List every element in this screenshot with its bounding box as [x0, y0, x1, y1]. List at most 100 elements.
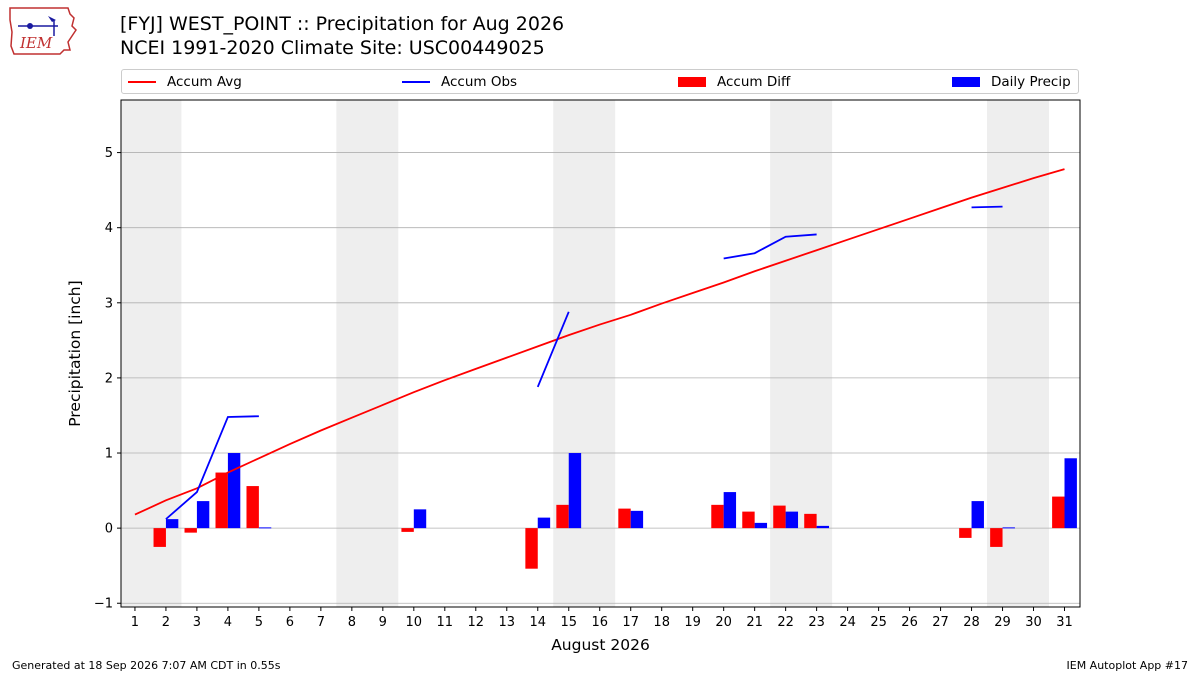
x-tick-label: 25	[870, 615, 887, 630]
logo-text: IEM	[19, 34, 53, 52]
x-tick-label: 4	[224, 615, 232, 630]
legend-item-accum-obs: Accum Obs	[402, 73, 517, 91]
y-tick-label: −1	[94, 597, 113, 612]
x-tick-label: 1	[131, 615, 139, 630]
diff-bar-2	[153, 528, 166, 547]
x-tick-label: 10	[406, 615, 423, 630]
legend-swatch-accum-avg	[128, 81, 156, 83]
accum-obs-line-1	[165, 415, 259, 520]
diff-bar-23	[804, 513, 817, 529]
x-tick-label: 17	[622, 615, 639, 630]
x-tick-label: 23	[808, 615, 825, 630]
x-tick-label: 30	[1025, 615, 1042, 630]
weekend-shade-15	[553, 100, 616, 607]
legend-swatch-accum-obs	[402, 81, 430, 83]
x-tick-label: 7	[317, 615, 325, 630]
x-tick-label: 18	[653, 615, 670, 630]
daily-bar-10	[413, 509, 427, 529]
diff-bar-29	[990, 528, 1003, 547]
iowa-outline-icon	[9, 7, 77, 55]
daily-bar-29	[1002, 527, 1015, 529]
x-tick-label: 13	[498, 615, 515, 630]
x-tick-label: 24	[839, 615, 856, 630]
x-tick-label: 26	[901, 615, 918, 630]
x-tick-label: 27	[932, 615, 949, 630]
daily-bar-22	[785, 511, 799, 529]
x-tick-label: 2	[162, 615, 170, 630]
x-tick-label: 3	[193, 615, 201, 630]
legend-swatch-daily-precip	[952, 77, 980, 87]
x-tick-label: 6	[286, 615, 294, 630]
diff-bar-14	[525, 528, 538, 569]
iem-logo: IEM	[9, 7, 77, 55]
diff-bar-22	[773, 505, 786, 529]
accum-obs-line-2	[536, 311, 570, 388]
weekend-shade-1	[121, 100, 182, 607]
chart-title: [FYJ] WEST_POINT :: Precipitation for Au…	[120, 13, 565, 35]
weekend-shade-8	[336, 100, 399, 607]
y-tick-label: 0	[105, 522, 113, 537]
daily-bar-14	[537, 517, 551, 529]
y-tick-label: 2	[105, 371, 113, 386]
x-axis-label: August 2026	[551, 636, 650, 654]
x-tick-label: 11	[437, 615, 454, 630]
y-tick-label: 1	[105, 447, 113, 462]
y-axis-label: Precipitation [inch]	[66, 280, 84, 426]
x-tick-label: 15	[560, 615, 577, 630]
diff-bar-5	[246, 486, 259, 529]
daily-bar-31	[1064, 458, 1077, 529]
y-tick-label: 4	[105, 221, 113, 236]
daily-bar-28	[971, 501, 984, 529]
legend-item-accum-avg: Accum Avg	[128, 73, 242, 91]
weekend-shade-29	[987, 100, 1050, 607]
diff-bar-21	[742, 511, 755, 529]
x-tick-label: 20	[715, 615, 732, 630]
daily-bar-4	[227, 453, 241, 529]
x-tick-label: 22	[777, 615, 794, 630]
accum-obs-line-3	[723, 233, 817, 260]
x-tick-label: 21	[746, 615, 763, 630]
daily-bar-3	[196, 501, 210, 529]
chart-legend: Accum Avg Accum Obs Accum Diff Daily Pre…	[121, 69, 1079, 94]
x-tick-label: 19	[684, 615, 701, 630]
x-tick-label: 8	[348, 615, 356, 630]
daily-bar-5	[258, 527, 272, 529]
x-tick-label: 29	[994, 615, 1011, 630]
y-tick-label: 5	[105, 146, 113, 161]
legend-swatch-accum-diff	[678, 77, 706, 87]
accum-obs-line-4	[971, 205, 1003, 209]
legend-label-daily-precip: Daily Precip	[991, 74, 1071, 90]
y-tick-label: 3	[105, 296, 113, 311]
diff-bar-17	[618, 508, 631, 529]
diff-bar-31	[1052, 496, 1065, 529]
diff-bar-20	[711, 504, 724, 529]
app-credit: IEM Autoplot App #17	[1066, 659, 1189, 672]
x-tick-label: 9	[379, 615, 387, 630]
x-tick-label: 28	[963, 615, 980, 630]
legend-item-accum-diff: Accum Diff	[678, 73, 790, 91]
x-tick-label: 12	[468, 615, 485, 630]
plot-frame	[120, 99, 1081, 608]
daily-bar-21	[754, 522, 768, 529]
diff-bar-4	[215, 472, 228, 529]
legend-label-accum-diff: Accum Diff	[717, 74, 791, 90]
daily-bar-2	[165, 519, 179, 529]
x-tick-label: 5	[255, 615, 263, 630]
accum-avg-line	[134, 168, 1065, 516]
legend-label-accum-obs: Accum Obs	[441, 74, 518, 90]
legend-item-daily-precip: Daily Precip	[952, 73, 1071, 91]
daily-bar-15	[568, 453, 582, 529]
chart-subtitle: NCEI 1991-2020 Climate Site: USC00449025	[120, 37, 545, 59]
weekend-shade-22	[770, 100, 833, 607]
diff-bar-28	[959, 528, 972, 538]
x-tick-label: 14	[529, 615, 546, 630]
legend-label-accum-avg: Accum Avg	[167, 74, 242, 90]
daily-bar-23	[816, 525, 830, 529]
generated-timestamp: Generated at 18 Sep 2026 7:07 AM CDT in …	[12, 659, 281, 672]
diff-bar-15	[556, 504, 569, 529]
x-tick-label: 31	[1056, 615, 1073, 630]
daily-bar-20	[723, 492, 737, 529]
daily-bar-17	[630, 510, 644, 529]
diff-bar-3	[184, 528, 197, 533]
